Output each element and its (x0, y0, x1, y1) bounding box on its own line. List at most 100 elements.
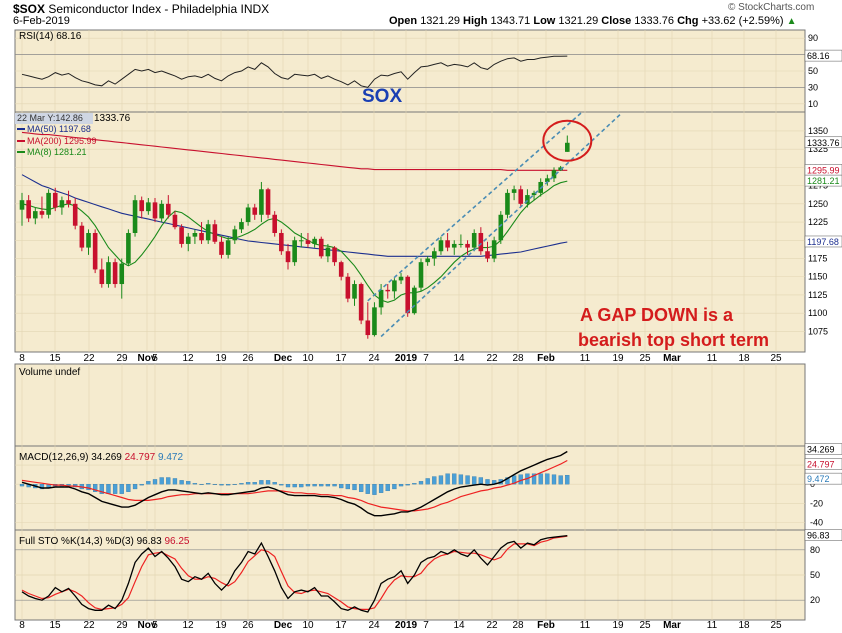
macd-histogram-bar (86, 484, 91, 491)
candle-body (66, 200, 71, 204)
macd-histogram-bar (538, 473, 543, 485)
candle-body (358, 284, 364, 321)
candle-body (225, 240, 231, 255)
index-name: Semiconductor Index - Philadelphia (48, 2, 238, 16)
candle-body (205, 224, 211, 241)
candle-body (451, 243, 457, 248)
x-tick-label: 15 (49, 353, 61, 364)
candle-body (471, 233, 477, 248)
ma200-tag: 1295.99 (807, 165, 840, 175)
ma200-legend: MA(200) 1295.99 (27, 136, 97, 146)
x-tick-label-bottom: 12 (182, 620, 194, 631)
candle-body (126, 233, 131, 264)
macd-signal-line (21, 459, 568, 512)
macd-histogram-bar (106, 484, 111, 494)
macd-histogram-bar (139, 484, 144, 486)
candle-body (392, 280, 397, 292)
axis-layer: 88151522222929NovNov55121219192626DecDec… (19, 33, 842, 631)
x-tick-label-bottom: 10 (302, 620, 314, 631)
macd-histogram-bar (152, 479, 158, 485)
macd-tick-label: -20 (810, 498, 823, 508)
candle-body (52, 192, 58, 208)
macd-histogram-bar (352, 484, 357, 491)
macd-signal-tag-box (804, 458, 842, 470)
macd-layer (19, 450, 570, 517)
candle-body (179, 227, 184, 244)
x-tick-label: 11 (707, 353, 718, 364)
x-tick-label: 14 (453, 353, 465, 364)
x-tick-label-bottom: 8 (19, 620, 25, 631)
sox-annotation: SOX (362, 86, 402, 107)
macd-histogram-bar (418, 481, 424, 485)
price-tick-label: 1225 (808, 217, 828, 227)
x-tick-label-bottom: 15 (49, 620, 61, 631)
sto-tag: 96.83 (807, 531, 830, 541)
candle-body (106, 262, 111, 285)
candle-body (312, 238, 317, 244)
macd-histogram-bar (179, 480, 184, 485)
candle-body (365, 320, 371, 336)
legend-date-box (15, 113, 93, 124)
ma50-tag-box (804, 235, 842, 248)
candle-body (345, 276, 351, 299)
price-tick-label: 1125 (808, 290, 827, 300)
rsi-layer (21, 55, 568, 88)
macd-histogram-bar (345, 484, 351, 490)
price-legend-date: 22 Mar Y:142.86 (17, 113, 83, 123)
candle-body (338, 262, 344, 277)
candle-body (378, 289, 384, 308)
macd-histogram-bar (432, 476, 437, 485)
candle-body (438, 240, 444, 252)
candle-body (72, 203, 78, 226)
macd-histogram-bar (232, 484, 237, 485)
macd-histogram-bar (545, 473, 550, 485)
candle-body (465, 243, 470, 248)
ohlc-summary: Open 1321.29 High 1343.71 Low 1321.29 Cl… (389, 15, 797, 27)
macd-histogram-bar (119, 484, 124, 494)
candle-body (86, 233, 91, 248)
sto-legend: Full STO %K(14,3) %D(3) 96.83 96.25 (19, 536, 190, 547)
macd-histogram-bar (245, 482, 251, 485)
macd-histogram-bar (219, 484, 224, 486)
x-tick-label-bottom: 17 (335, 620, 347, 631)
close-tag: 1333.76 (807, 138, 840, 148)
macd-histogram-bar (385, 484, 390, 492)
macd-histogram-bar (265, 480, 271, 485)
macd-histogram-bar (66, 484, 71, 486)
rsi-tick-label: 30 (808, 82, 818, 92)
x-tick-label-bottom: 25 (639, 620, 651, 631)
candle-body (445, 240, 450, 248)
macd-histogram-bar (146, 481, 151, 485)
candle-body (525, 195, 530, 204)
macd-histogram-bar (112, 484, 118, 494)
macd-histogram-bar (365, 484, 370, 494)
macd-histogram-bar (478, 477, 484, 485)
price-tick-label: 1325 (808, 144, 828, 154)
chart-title: $SOX Semiconductor Index - Philadelphia … (13, 2, 269, 16)
macd-histogram-bar (398, 484, 404, 487)
macd-histogram-bar (425, 478, 430, 485)
candle-body (299, 240, 304, 242)
ma200-line (21, 131, 568, 171)
candle-body (372, 307, 377, 336)
ma8-legend: MA(8) 1281.21 (27, 147, 87, 157)
ma8-tag-box (804, 174, 842, 187)
macd-histogram-bar (505, 477, 510, 485)
macd-tag: 34.269 (807, 444, 835, 454)
price-tick-label: 1350 (808, 126, 828, 136)
macd-signal-tag: 24.797 (807, 460, 835, 470)
macd-histogram-bar (299, 484, 304, 488)
candle-body (518, 189, 524, 204)
candle-body (259, 189, 264, 215)
price-layer (19, 112, 622, 339)
macd-histogram-bar (212, 484, 218, 485)
macd-histogram-bar (166, 477, 171, 485)
x-tick-label-bottom: 14 (453, 620, 465, 631)
x-tick-label-bottom: Mar (663, 620, 681, 631)
macd-histogram-bar (332, 484, 337, 487)
candle-body (285, 251, 291, 263)
macd-histogram-bar (312, 484, 317, 487)
macd-histogram-bar (132, 484, 138, 490)
candle-body (139, 200, 144, 212)
